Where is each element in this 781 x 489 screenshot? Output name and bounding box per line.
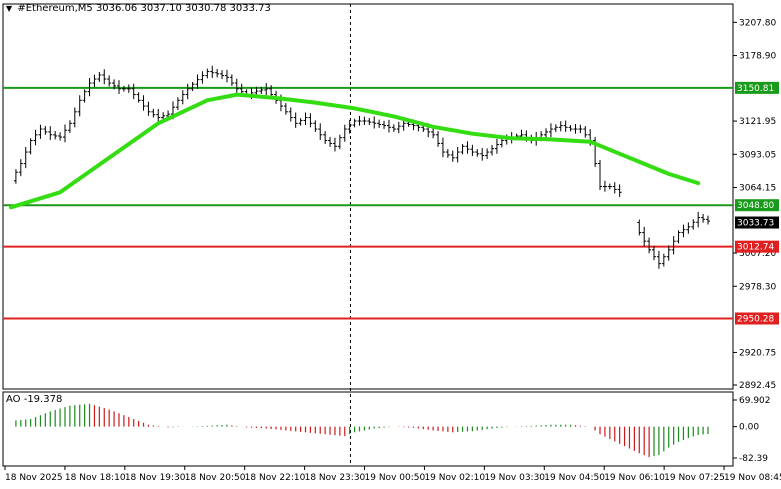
x-tick-label: 19 Nov 07:25 xyxy=(664,473,725,483)
current-price-tag xyxy=(735,216,779,229)
x-tick-label: 18 Nov 18:10 xyxy=(65,473,126,483)
y-tick-label: 3093.05 xyxy=(739,150,776,160)
x-tick-label: 19 Nov 03:30 xyxy=(484,473,545,483)
chart-title: ▼ #Ethereum,M5 3036.06 3037.10 3030.78 3… xyxy=(6,3,271,14)
x-tick-label: 19 Nov 02:10 xyxy=(424,473,485,483)
x-tick-label: 19 Nov 08:45 xyxy=(724,473,781,483)
y-tick-label: 2892.45 xyxy=(739,381,776,391)
y-tick-label: 3207.80 xyxy=(739,18,776,28)
level-tag-resistance xyxy=(735,81,779,94)
y-tick-label: 3064.15 xyxy=(739,184,776,194)
level-tag-label: 3012.74 xyxy=(737,243,774,253)
level-tag-support xyxy=(735,312,779,325)
y-tick-label: 3178.90 xyxy=(739,52,776,62)
level-tag-label: 2950.28 xyxy=(737,314,774,324)
level-tag-label: 3048.80 xyxy=(737,201,774,211)
y-tick-label: 3007.20 xyxy=(739,249,776,259)
x-tick-label: 18 Nov 2025 xyxy=(5,473,63,483)
x-tick-label: 19 Nov 00:50 xyxy=(365,473,426,483)
level-tag-support xyxy=(735,240,779,253)
y-tick-label: 2920.75 xyxy=(739,348,776,358)
x-tick-label: 18 Nov 19:30 xyxy=(125,473,186,483)
ao-tick-label: -82.39 xyxy=(739,454,768,464)
ao-indicator-label: AO -19.378 xyxy=(6,394,63,405)
x-tick-label: 18 Nov 22:10 xyxy=(245,473,306,483)
y-tick-label: 3121.95 xyxy=(739,117,776,127)
symbol-label: #Ethereum,M5 xyxy=(17,3,93,14)
ao-tick-label: 0.00 xyxy=(739,423,759,433)
main-plot-frame xyxy=(2,3,734,390)
x-tick-label: 18 Nov 20:50 xyxy=(185,473,246,483)
current-price-label: 3033.73 xyxy=(737,219,774,229)
level-tag-resistance xyxy=(735,199,779,212)
y-tick-label: 2978.30 xyxy=(739,282,776,292)
moving-average-line xyxy=(9,92,701,210)
ao-tick-label: 69.902 xyxy=(739,396,771,406)
level-tag-label: 3150.81 xyxy=(737,84,774,94)
dropdown-arrow-icon[interactable]: ▼ xyxy=(6,4,13,13)
x-tick-label: 18 Nov 23:30 xyxy=(305,473,366,483)
ao-plot-frame xyxy=(2,391,734,467)
x-tick-label: 19 Nov 04:50 xyxy=(544,473,605,483)
x-tick-label: 19 Nov 06:10 xyxy=(604,473,665,483)
ohlc-values: 3036.06 3037.10 3030.78 3033.73 xyxy=(95,3,271,14)
